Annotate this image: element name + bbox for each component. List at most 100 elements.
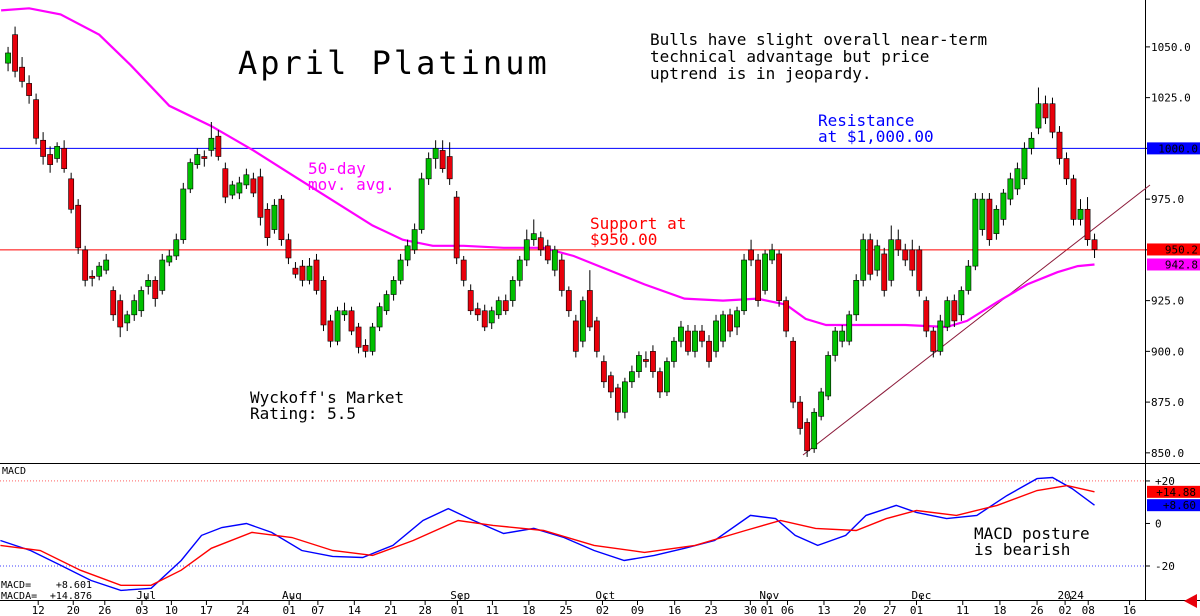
macd-line bbox=[0, 476, 1095, 592]
price-label: 942.8 bbox=[1165, 258, 1198, 271]
candle-body bbox=[685, 330, 691, 352]
candle-body bbox=[341, 310, 348, 316]
candle-body bbox=[706, 340, 712, 362]
candle-body bbox=[958, 290, 965, 316]
x-tick-label: 30 bbox=[744, 604, 757, 616]
x-major-label: Jul bbox=[136, 589, 156, 602]
x-tick-label: 26 bbox=[98, 604, 111, 616]
candle-body bbox=[776, 253, 783, 301]
candle-body bbox=[614, 387, 621, 413]
candle-body bbox=[404, 245, 411, 261]
candle-body bbox=[432, 148, 439, 159]
candle-body bbox=[425, 158, 432, 180]
support-note: $950.00 bbox=[590, 230, 657, 249]
candle-body bbox=[138, 290, 145, 312]
candle-body bbox=[923, 300, 930, 332]
candle-body bbox=[460, 259, 467, 281]
candle-body bbox=[355, 326, 362, 348]
candle-body bbox=[804, 422, 811, 452]
candle-body bbox=[229, 184, 236, 196]
candle-body bbox=[951, 300, 958, 322]
candle-body bbox=[173, 239, 180, 257]
candle-body bbox=[902, 249, 909, 261]
macd-line bbox=[0, 484, 1095, 586]
resistance-note: at $1,000.00 bbox=[818, 127, 934, 146]
candle-body bbox=[1070, 178, 1077, 220]
x-tick-label: 21 bbox=[384, 604, 397, 616]
chart-title: April Platinum bbox=[238, 44, 550, 82]
x-tick-label: 26 bbox=[1030, 604, 1043, 616]
candle-body bbox=[75, 204, 82, 249]
candle-body bbox=[944, 300, 951, 328]
candle-body bbox=[222, 168, 229, 198]
x-tick-label: 28 bbox=[419, 604, 432, 616]
candle-body bbox=[579, 300, 586, 342]
candle-body bbox=[243, 174, 250, 186]
price-label: 1000.0 bbox=[1158, 142, 1198, 155]
candle-body bbox=[320, 280, 327, 326]
candle-body bbox=[474, 308, 481, 316]
candle-body bbox=[657, 371, 663, 393]
candle-body bbox=[769, 249, 775, 261]
candle-body bbox=[965, 265, 972, 291]
resistance-note: Resistance bbox=[818, 111, 914, 130]
candle-body bbox=[979, 198, 986, 230]
candle-body bbox=[257, 176, 264, 218]
candle-body bbox=[972, 198, 979, 267]
macd-label: +8.60 bbox=[1163, 499, 1196, 512]
candle-body bbox=[481, 310, 488, 328]
candle-body bbox=[818, 391, 825, 417]
candle-body bbox=[278, 198, 285, 241]
candle-body bbox=[390, 280, 397, 295]
candle-body bbox=[930, 330, 937, 352]
candle-body bbox=[334, 310, 341, 342]
candle-body bbox=[439, 150, 446, 169]
x-tick-label: 27 bbox=[883, 604, 896, 616]
candle-body bbox=[1021, 148, 1028, 180]
candle-body bbox=[1014, 168, 1021, 190]
macd-label-box bbox=[1147, 485, 1200, 498]
candle-body bbox=[12, 34, 18, 72]
x-tick-label: 01 bbox=[451, 604, 464, 616]
candle-body bbox=[853, 280, 860, 316]
y-tick-label: 975.0 bbox=[1151, 193, 1184, 206]
candle-body bbox=[236, 182, 243, 194]
candle-body bbox=[699, 330, 705, 342]
ma-note: mov. avg. bbox=[308, 175, 395, 194]
candle-body bbox=[727, 314, 733, 332]
y-tick-label: +20 bbox=[1155, 475, 1175, 488]
y-tick-label: 1025.0 bbox=[1151, 92, 1191, 105]
candle-body bbox=[881, 253, 888, 291]
candle-body bbox=[40, 139, 47, 157]
candle-body bbox=[937, 320, 944, 352]
y-tick-label: 900.0 bbox=[1151, 345, 1184, 358]
x-tick-label: 11 bbox=[956, 604, 969, 616]
candle-body bbox=[348, 310, 355, 332]
candle-body bbox=[47, 154, 54, 165]
candle-body bbox=[530, 233, 537, 241]
candle-body bbox=[572, 320, 579, 352]
candle-body bbox=[1049, 103, 1056, 133]
y-tick-label: 1050.0 bbox=[1151, 41, 1191, 54]
candle-body bbox=[825, 355, 832, 397]
legend-label: MACDA= bbox=[1, 591, 37, 602]
candle-body bbox=[292, 267, 299, 275]
candle-body bbox=[523, 239, 530, 261]
candle-body bbox=[537, 237, 544, 251]
candle-body bbox=[180, 188, 187, 241]
x-major-label: Oct bbox=[595, 589, 615, 602]
x-tick-label: 14 bbox=[348, 604, 362, 616]
ma-note: 50-day bbox=[308, 159, 366, 178]
candle-body bbox=[446, 156, 453, 180]
candle-body bbox=[713, 320, 719, 352]
macd-label: +14.88 bbox=[1156, 486, 1196, 499]
candle-body bbox=[306, 265, 313, 281]
candle-body bbox=[748, 249, 754, 261]
y-tick-label: 875.0 bbox=[1151, 396, 1184, 409]
nav-arrow[interactable] bbox=[1184, 594, 1197, 608]
candle-body bbox=[593, 320, 600, 352]
candle-body bbox=[986, 198, 993, 241]
candle-body bbox=[888, 239, 895, 281]
